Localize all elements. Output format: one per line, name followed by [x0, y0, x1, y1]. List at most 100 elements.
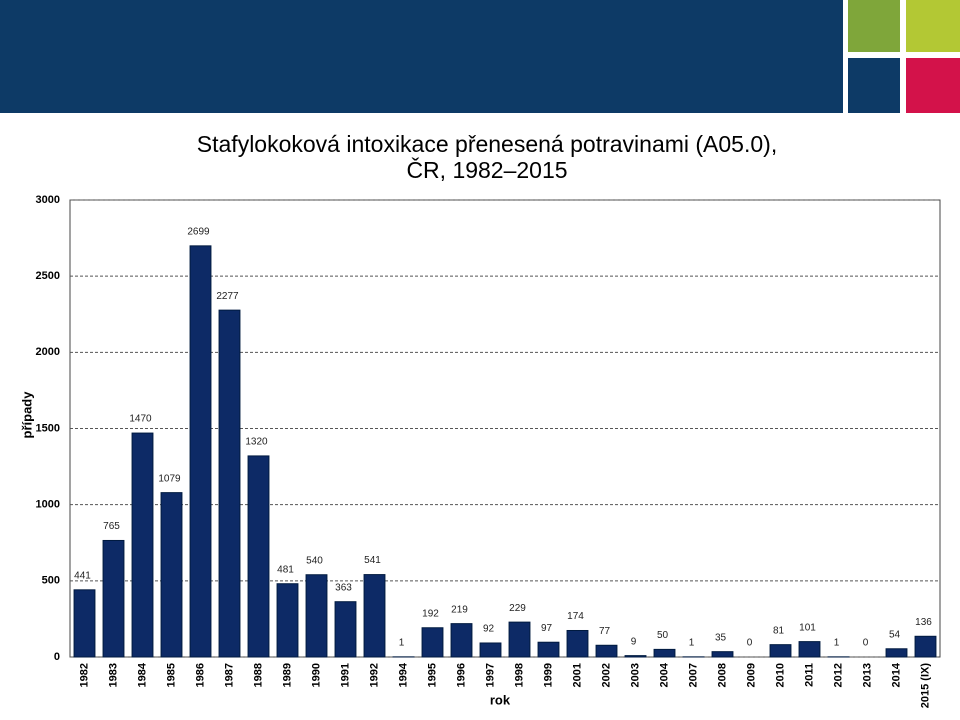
y-tick-label: 2000	[36, 346, 60, 358]
bar	[479, 642, 502, 658]
y-tick-label: 500	[42, 575, 60, 587]
x-tick-label: 2001	[571, 663, 583, 687]
bar	[624, 655, 647, 658]
x-tick-label: 2007	[687, 663, 699, 687]
bar	[189, 245, 212, 658]
chart-title: Stafylokoková intoxikace přenesená potra…	[197, 131, 777, 157]
x-tick-label: 1982	[78, 663, 90, 687]
x-tick-label: 2015 (IX)	[919, 663, 931, 709]
value-label: 1	[834, 637, 840, 648]
x-tick-label: 1987	[223, 663, 235, 687]
chart-title: ČR, 1982–2015	[406, 156, 567, 183]
x-axis-title: rok	[490, 692, 511, 707]
x-tick-label: 2008	[716, 663, 728, 687]
bar	[160, 492, 183, 658]
x-tick-label: 2009	[745, 663, 757, 687]
x-tick-label: 1999	[542, 663, 554, 687]
y-tick-label: 1500	[36, 422, 60, 434]
bar	[102, 539, 125, 658]
bar	[769, 644, 792, 658]
x-tick-label: 1988	[252, 663, 264, 687]
bar	[537, 641, 560, 658]
value-label: 765	[103, 521, 120, 532]
x-tick-label: 1991	[339, 663, 351, 687]
deco-square	[906, 58, 960, 113]
bar	[798, 641, 821, 658]
x-tick-label: 1983	[107, 663, 119, 687]
value-label: 0	[863, 638, 869, 649]
value-label: 9	[631, 636, 637, 647]
bar	[653, 648, 676, 658]
x-tick-label: 1994	[397, 662, 409, 687]
bar	[363, 574, 386, 658]
bar	[131, 432, 154, 658]
value-label: 81	[773, 625, 785, 636]
bar	[508, 621, 531, 658]
value-label: 92	[483, 624, 495, 635]
bar	[276, 583, 299, 658]
value-label: 441	[74, 570, 91, 581]
bar	[595, 644, 618, 658]
value-label: 541	[364, 555, 381, 566]
bar	[711, 651, 734, 658]
value-label: 50	[657, 630, 669, 641]
header-band	[0, 0, 843, 113]
bar	[421, 627, 444, 658]
x-tick-label: 1985	[165, 663, 177, 687]
x-tick-label: 2010	[774, 663, 786, 687]
value-label: 136	[915, 617, 932, 628]
y-tick-label: 3000	[36, 194, 60, 206]
value-label: 1320	[245, 437, 268, 448]
value-label: 229	[509, 603, 526, 614]
x-tick-label: 1986	[194, 663, 206, 687]
x-tick-label: 2002	[600, 663, 612, 687]
value-label: 1470	[129, 414, 152, 425]
x-tick-label: 2013	[861, 663, 873, 687]
value-label: 1079	[158, 473, 181, 484]
value-label: 1	[399, 637, 405, 648]
deco-square	[848, 58, 900, 113]
value-label: 481	[277, 564, 294, 575]
x-tick-label: 1996	[455, 663, 467, 687]
x-tick-label: 1989	[281, 663, 293, 687]
bar	[218, 309, 241, 658]
value-label: 2699	[187, 226, 210, 237]
bar	[334, 601, 357, 658]
y-axis-title: případy	[19, 391, 34, 439]
value-label: 2277	[216, 291, 239, 302]
y-tick-label: 2500	[36, 270, 60, 282]
value-label: 174	[567, 611, 584, 622]
x-tick-label: 2004	[658, 662, 670, 687]
value-label: 54	[889, 629, 901, 640]
bar	[566, 629, 589, 658]
x-tick-label: 2012	[832, 663, 844, 687]
x-tick-label: 2003	[629, 663, 641, 687]
x-tick-label: 1990	[310, 663, 322, 687]
value-label: 101	[799, 622, 816, 633]
x-tick-label: 1997	[484, 663, 496, 687]
x-tick-label: 2014	[890, 662, 902, 687]
deco-square	[906, 0, 960, 52]
value-label: 363	[335, 582, 352, 593]
bar	[914, 635, 937, 658]
x-tick-label: 1995	[426, 663, 438, 687]
value-label: 97	[541, 623, 553, 634]
value-label: 35	[715, 632, 727, 643]
bar	[73, 589, 96, 658]
value-label: 0	[747, 638, 753, 649]
bar	[247, 455, 270, 658]
bar	[885, 648, 908, 658]
bar	[305, 574, 328, 658]
x-tick-label: 1998	[513, 663, 525, 687]
value-label: 540	[306, 555, 323, 566]
x-tick-label: 1992	[368, 663, 380, 687]
value-label: 192	[422, 608, 439, 619]
deco-square	[848, 0, 900, 52]
x-tick-label: 1984	[136, 662, 148, 687]
y-tick-label: 1000	[36, 499, 60, 511]
value-label: 219	[451, 604, 468, 615]
x-tick-label: 2011	[803, 663, 815, 687]
y-tick-label: 0	[54, 651, 60, 663]
value-label: 77	[599, 626, 611, 637]
